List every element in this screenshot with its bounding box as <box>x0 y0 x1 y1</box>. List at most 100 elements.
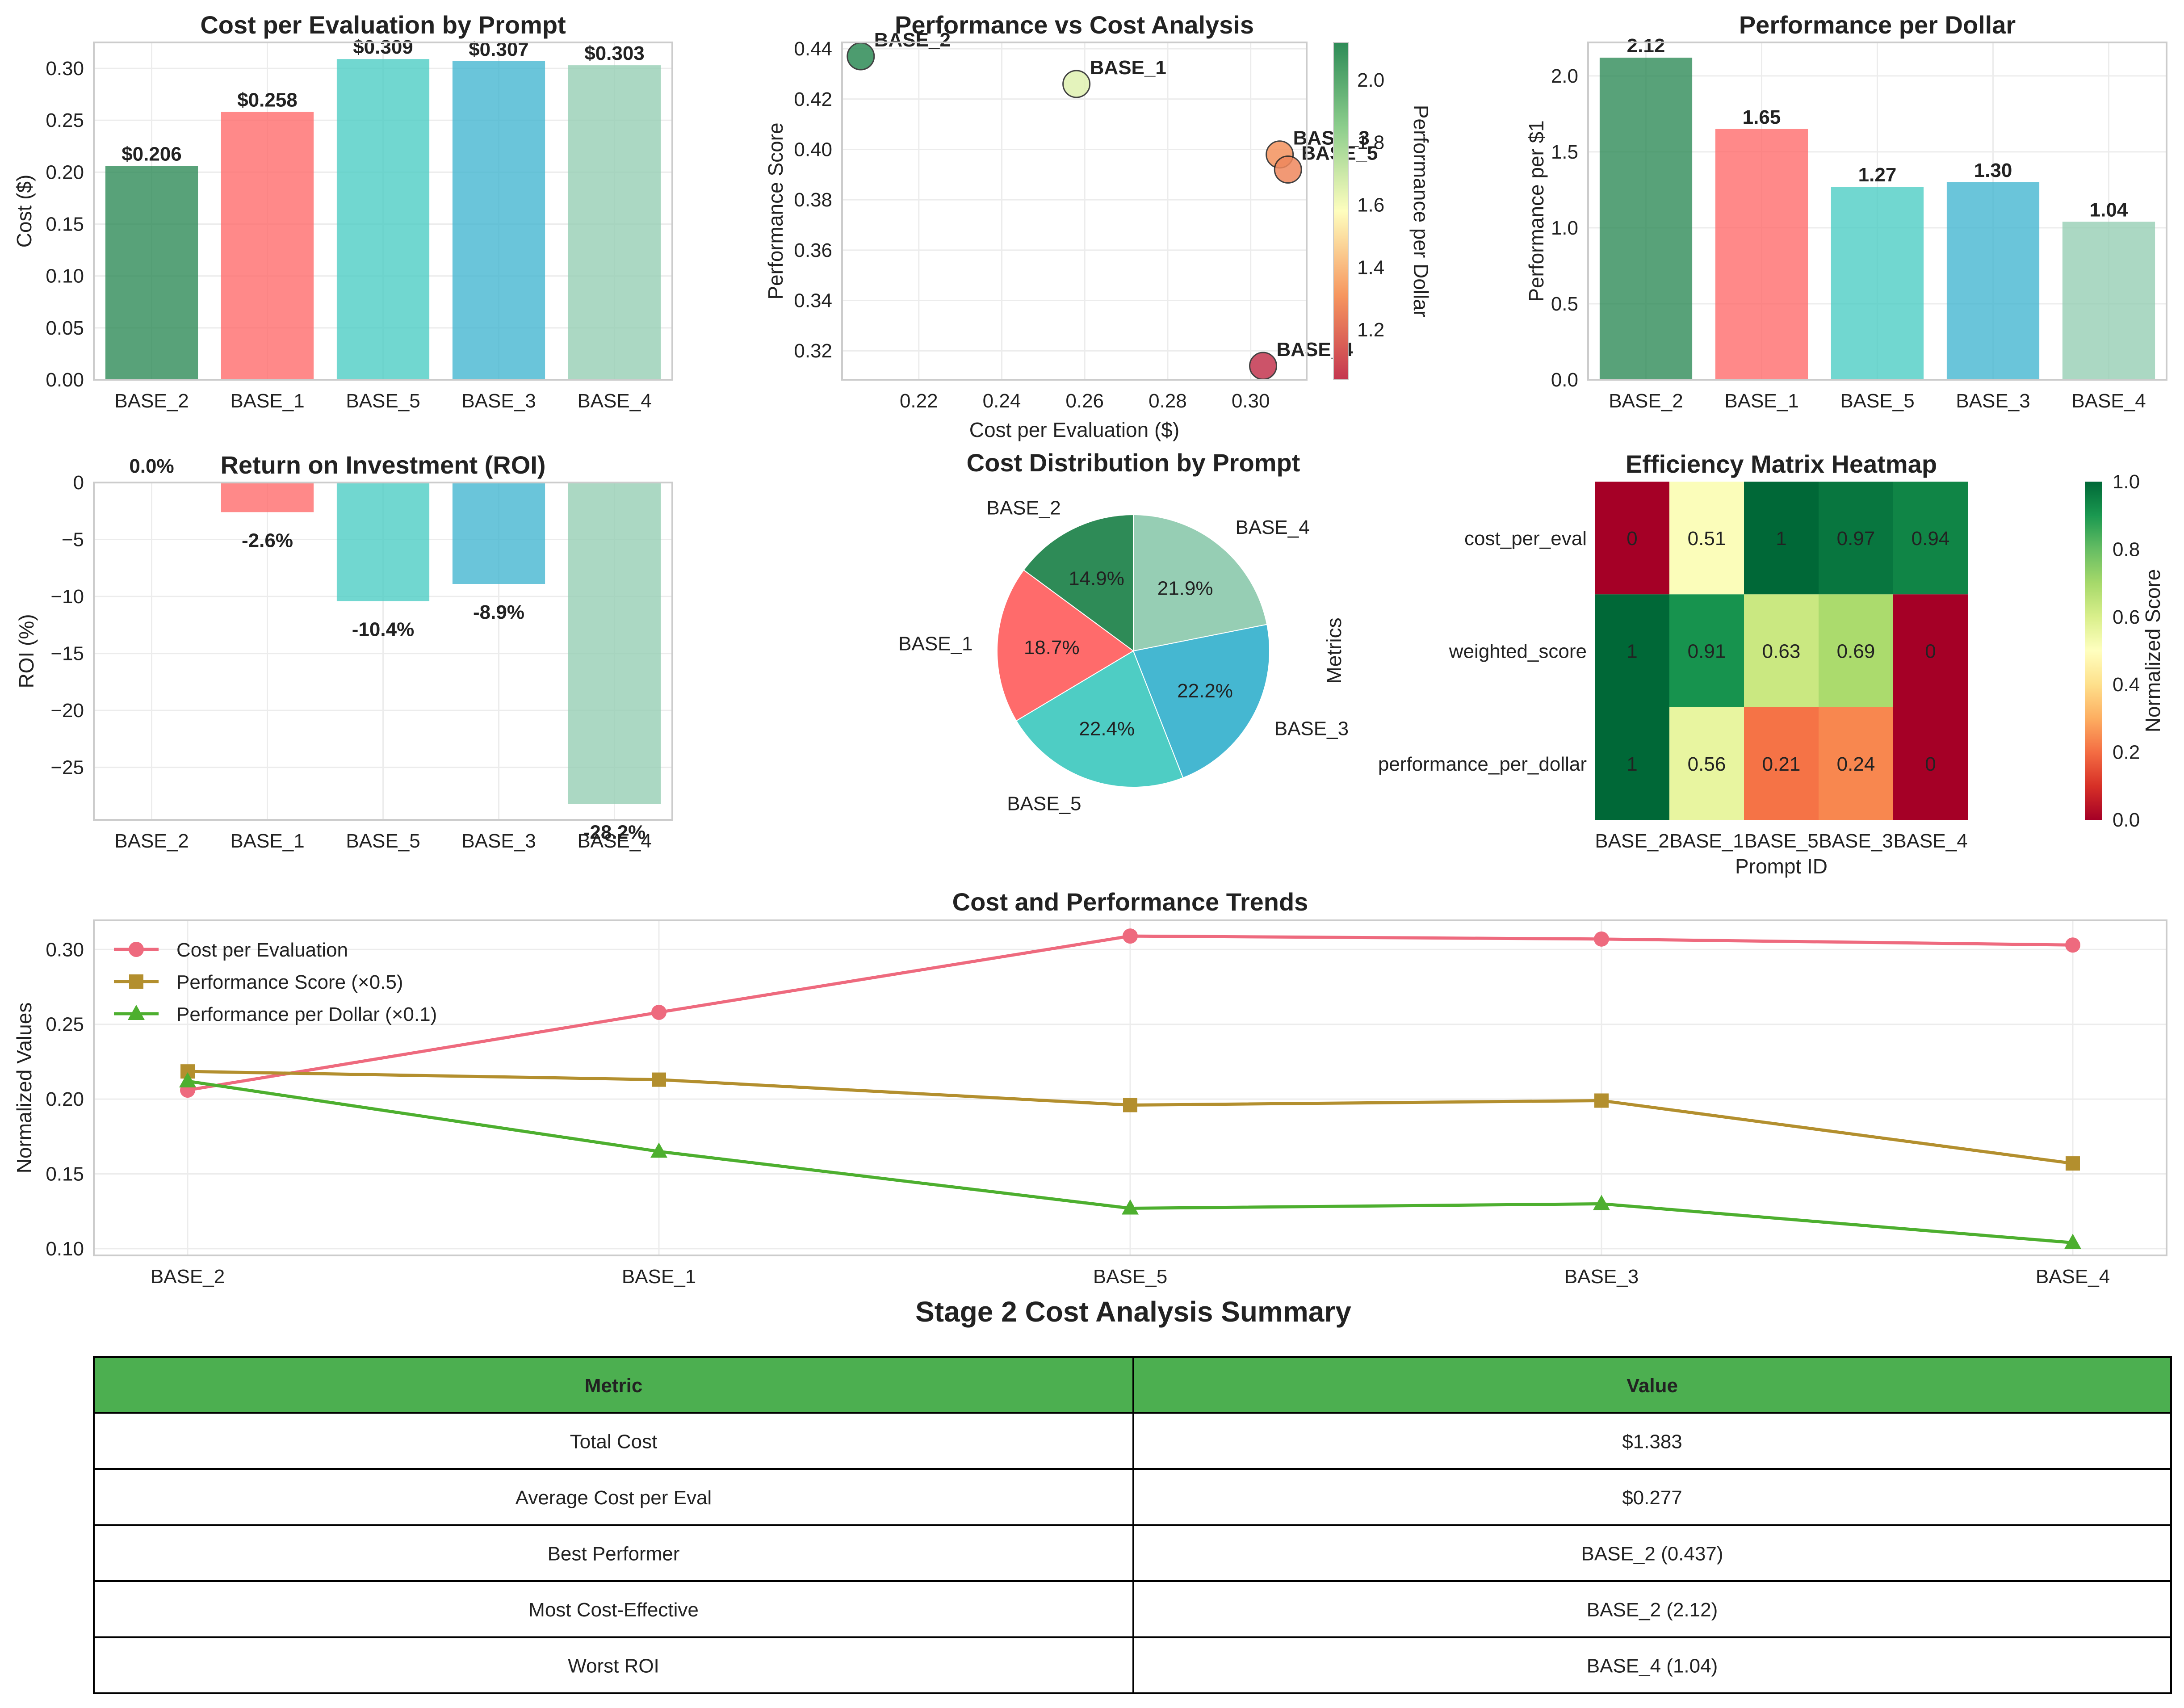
heatmap-cell <box>1893 707 1968 820</box>
series-marker <box>1594 1093 1609 1108</box>
series-marker <box>651 1004 667 1020</box>
chart-title: Cost and Performance Trends <box>952 888 1308 916</box>
scatter-point-BASE_1 <box>1062 70 1091 98</box>
heatmap-cell-label: 0 <box>1925 641 1936 663</box>
cost_bar-frame <box>93 42 673 381</box>
pie-pct-label: 21.9% <box>1157 578 1213 600</box>
table-cell-metric: Total Cost <box>570 1431 658 1452</box>
x-axis-label: Cost per Evaluation ($) <box>969 418 1179 441</box>
heatmap-cell-label: 0.94 <box>1912 528 1950 550</box>
legend-label: Performance Score (×0.5) <box>176 971 403 993</box>
y-tick-label: 0.42 <box>794 88 832 110</box>
x-tick-label: BASE_2 <box>151 1266 225 1288</box>
bar-BASE_2 <box>1599 58 1693 380</box>
colorbar-tick-label: 0.2 <box>2113 742 2140 764</box>
ppd_bar-chart: 2.12 BASE_2 1.65 BASE_1 1.27 BASE_5 1.30 BASE_3… <box>1525 11 2167 412</box>
heatmap-cell <box>1595 482 1669 595</box>
x-tick-label: BASE_2 <box>114 830 189 852</box>
y-tick-label: 0.20 <box>46 1088 84 1110</box>
y-tick-label: 1.5 <box>1551 141 1578 163</box>
heatmap-cell-label: 0.69 <box>1837 641 1875 663</box>
series-marker <box>1593 1195 1610 1210</box>
heatmap-cell-label: 0.56 <box>1688 753 1726 775</box>
pie-slice-BASE_2 <box>1023 514 1134 652</box>
heatmap-chart: 0 0.51 1 0.97 0.94 cost_per_eval 1 0.91 0.63 0.69… <box>1322 450 2164 878</box>
chart-title: Cost per Evaluation by Prompt <box>200 11 566 39</box>
colorbar-tick-label: 0.6 <box>2113 606 2140 628</box>
y-tick-label: 0.30 <box>46 939 84 961</box>
chart-title: Performance vs Cost Analysis <box>895 11 1254 39</box>
y-tick-label: 2.0 <box>1551 65 1578 87</box>
data-label-BASE_3: 1.30 <box>1974 159 2012 181</box>
x-tick-label: BASE_5 <box>346 390 420 412</box>
colorbar-tick-label: 1.6 <box>1357 194 1384 216</box>
heatmap-col-label: BASE_1 <box>1669 830 1744 852</box>
data-label-BASE_2: 2.12 <box>1627 35 1665 57</box>
pie-label: BASE_3 <box>1274 718 1349 740</box>
series-marker <box>179 1072 196 1087</box>
heatmap-col-label: BASE_3 <box>1819 830 1893 852</box>
point-label-BASE_2: BASE_2 <box>874 29 951 51</box>
x-tick-label: BASE_4 <box>2071 390 2146 412</box>
pie-slice-BASE_5 <box>1015 650 1184 788</box>
heatmap-cell <box>1819 707 1893 820</box>
scatter-chart: BASE_2BASE_1BASE_3BASE_5BASE_40.220.240.… <box>764 11 1433 441</box>
x-tick-label: BASE_5 <box>1093 1266 1167 1288</box>
colorbar-tick-label: 0.4 <box>2113 674 2140 696</box>
y-tick-label: 0.30 <box>46 58 84 80</box>
x-axis-label: Prompt ID <box>1735 855 1828 878</box>
x-tick-label: 0.22 <box>900 390 938 412</box>
pie-label: BASE_4 <box>1235 516 1309 538</box>
x-tick-label: 0.30 <box>1232 390 1270 412</box>
table-cell-metric: Most Cost-Effective <box>528 1599 699 1621</box>
bar-BASE_1 <box>221 112 314 380</box>
scatter-point-BASE_5 <box>1274 155 1302 184</box>
series-marker <box>2066 1156 2080 1171</box>
heatmap-row-label: performance_per_dollar <box>1378 753 1587 775</box>
heatmap-row-label: cost_per_eval <box>1464 528 1587 550</box>
summary-table: Stage 2 Cost Analysis Summary Metric Value… <box>93 1296 2172 1694</box>
scatter-point-BASE_4 <box>1249 352 1277 380</box>
chart-title: Cost Distribution by Prompt <box>967 449 1300 477</box>
data-label-BASE_4: $0.303 <box>584 42 645 64</box>
y-tick-label: 0.34 <box>794 290 832 312</box>
scatter-colorbar <box>1333 42 1349 380</box>
legend-marker <box>129 974 143 989</box>
heatmap-cell-label: 1 <box>1626 641 1637 663</box>
pie-label: BASE_1 <box>898 633 973 655</box>
x-tick-label: BASE_3 <box>461 830 536 852</box>
y-tick-label: −25 <box>50 757 84 779</box>
bar-BASE_1 <box>221 483 314 512</box>
heatmap-cell <box>1669 482 1744 595</box>
bar-BASE_4 <box>568 65 661 380</box>
y-tick-label: −5 <box>62 529 84 551</box>
bar-BASE_4 <box>2062 222 2155 380</box>
y-axis-label: Performance per $1 <box>1525 120 1548 302</box>
chart-title: Efficiency Matrix Heatmap <box>1626 450 1937 478</box>
legend: Cost per Evaluation Performance Score (×0… <box>114 939 437 1025</box>
y-tick-label: 0.36 <box>794 239 832 261</box>
series-marker <box>1122 1199 1139 1215</box>
bar-BASE_4 <box>568 483 661 804</box>
y-tick-label: 0.40 <box>794 138 832 160</box>
y-axis-label: Normalized Values <box>13 1003 36 1174</box>
pie-pct-label: 22.4% <box>1079 718 1135 740</box>
colorbar-tick-label: 2.0 <box>1357 69 1384 91</box>
bar-BASE_3 <box>452 61 545 380</box>
bar-BASE_5 <box>1831 187 1924 380</box>
colorbar-label: Performance per Dollar <box>1409 105 1433 318</box>
heatmap-cell <box>1893 482 1968 595</box>
bar-BASE_3 <box>452 483 545 584</box>
chart-title: Return on Investment (ROI) <box>220 451 545 479</box>
x-tick-label: 0.28 <box>1149 390 1187 412</box>
y-tick-label: 0.44 <box>794 38 832 60</box>
y-axis-label: Performance Score <box>764 122 787 299</box>
table-cell-value: BASE_2 (2.12) <box>1587 1599 1718 1621</box>
x-tick-label: BASE_1 <box>230 390 304 412</box>
colorbar-tick-label: 1.2 <box>1357 319 1384 341</box>
data-label-BASE_5: $0.309 <box>353 36 413 58</box>
data-label-BASE_2: $0.206 <box>122 143 182 165</box>
x-tick-label: 0.26 <box>1065 390 1104 412</box>
